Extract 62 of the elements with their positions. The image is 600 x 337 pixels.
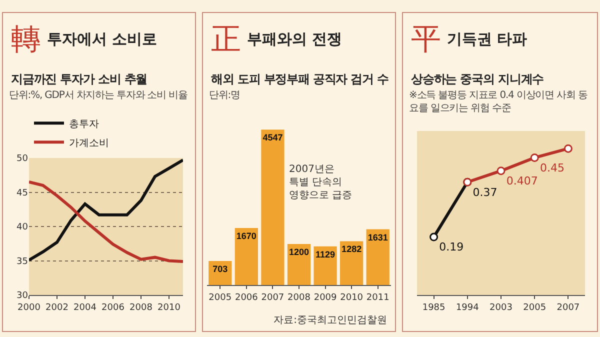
data-label: 0.37 bbox=[472, 186, 498, 199]
y-tick-label: 35 bbox=[16, 256, 28, 267]
bar bbox=[314, 246, 337, 285]
x-tick-label: 2007 bbox=[556, 302, 580, 313]
x-tick-label: 2007 bbox=[261, 292, 284, 303]
y-tick-label: 45 bbox=[16, 188, 28, 198]
x-tick-label: 1994 bbox=[456, 302, 480, 313]
x-tick-label: 2009 bbox=[314, 292, 338, 303]
bar bbox=[366, 229, 390, 285]
point bbox=[430, 232, 438, 242]
text: 자료:중국최고인민검찰원 bbox=[274, 314, 387, 327]
data-label: 1282 bbox=[342, 244, 362, 254]
x-tick-label: 1985 bbox=[422, 302, 446, 313]
x-tick-label: 2005 bbox=[523, 302, 546, 313]
point bbox=[564, 144, 572, 153]
y-tick-label: 40 bbox=[16, 222, 28, 233]
x-tick-label: 2003 bbox=[490, 302, 512, 313]
y-tick-label: 30 bbox=[16, 291, 28, 302]
chart-title: 투자에서 소비로 bbox=[47, 30, 158, 48]
x-tick-label: 2011 bbox=[366, 292, 390, 303]
text: 단위:명 bbox=[209, 89, 241, 102]
x-tick-label: 2006 bbox=[102, 302, 125, 313]
x-tick-label: 2008 bbox=[130, 302, 153, 313]
data-label: 0.19 bbox=[439, 240, 464, 254]
line-series bbox=[29, 158, 183, 262]
data-label: 1631 bbox=[368, 232, 388, 242]
x-tick-label: 2010 bbox=[158, 302, 181, 313]
text: ※소득 불평등 지표로 0.4 이상이면 사회 동요를 일으키는 위험 수준 bbox=[409, 89, 588, 115]
x-tick-label: 2005 bbox=[208, 292, 232, 303]
bar bbox=[287, 244, 311, 285]
text: 平 bbox=[411, 22, 441, 57]
x-tick-label: 2000 bbox=[18, 302, 41, 313]
data-label: 1670 bbox=[236, 230, 256, 241]
line-series bbox=[29, 180, 183, 263]
data-label: 4547 bbox=[262, 132, 283, 143]
bar bbox=[261, 130, 284, 285]
x-tick-label: 2008 bbox=[288, 292, 311, 303]
chart-subtitle: 해외 도피 부정부패 공직자 검거 수 bbox=[211, 71, 388, 88]
text: 단위:%, GDP서 차지하는 투자와 소비 비율 bbox=[9, 89, 188, 102]
text: 轉 bbox=[11, 22, 41, 57]
chart-subtitle: 지금까진 투자가 소비 추월 bbox=[11, 71, 148, 88]
point bbox=[496, 166, 506, 176]
data-label: 0.45 bbox=[540, 161, 564, 174]
chart-subtitle: 상승하는 중국의 지니계수 bbox=[411, 71, 544, 88]
annotation: 2007년은 특별 단속의 영향으로 급증 bbox=[289, 163, 352, 202]
chart-title: 기득권 타파 bbox=[447, 30, 528, 48]
x-tick-label: 2002 bbox=[46, 302, 68, 313]
legend-label: 총투자 bbox=[69, 119, 99, 130]
point bbox=[530, 153, 539, 162]
data-label: 703 bbox=[212, 264, 228, 274]
x-tick-label: 2010 bbox=[340, 292, 364, 303]
x-tick-label: 2006 bbox=[234, 292, 258, 303]
data-label: 1200 bbox=[288, 247, 310, 257]
legend-label: 가계소비 bbox=[69, 138, 109, 150]
x-tick-label: 2004 bbox=[74, 302, 97, 313]
data-label: 0.407 bbox=[506, 174, 538, 188]
text: 正 bbox=[211, 22, 241, 57]
y-tick-label: 50 bbox=[16, 154, 28, 164]
data-label: 1129 bbox=[316, 249, 336, 260]
chart-title: 부패와의 전쟁 bbox=[247, 30, 342, 48]
bar bbox=[234, 228, 258, 285]
bar bbox=[340, 241, 364, 285]
